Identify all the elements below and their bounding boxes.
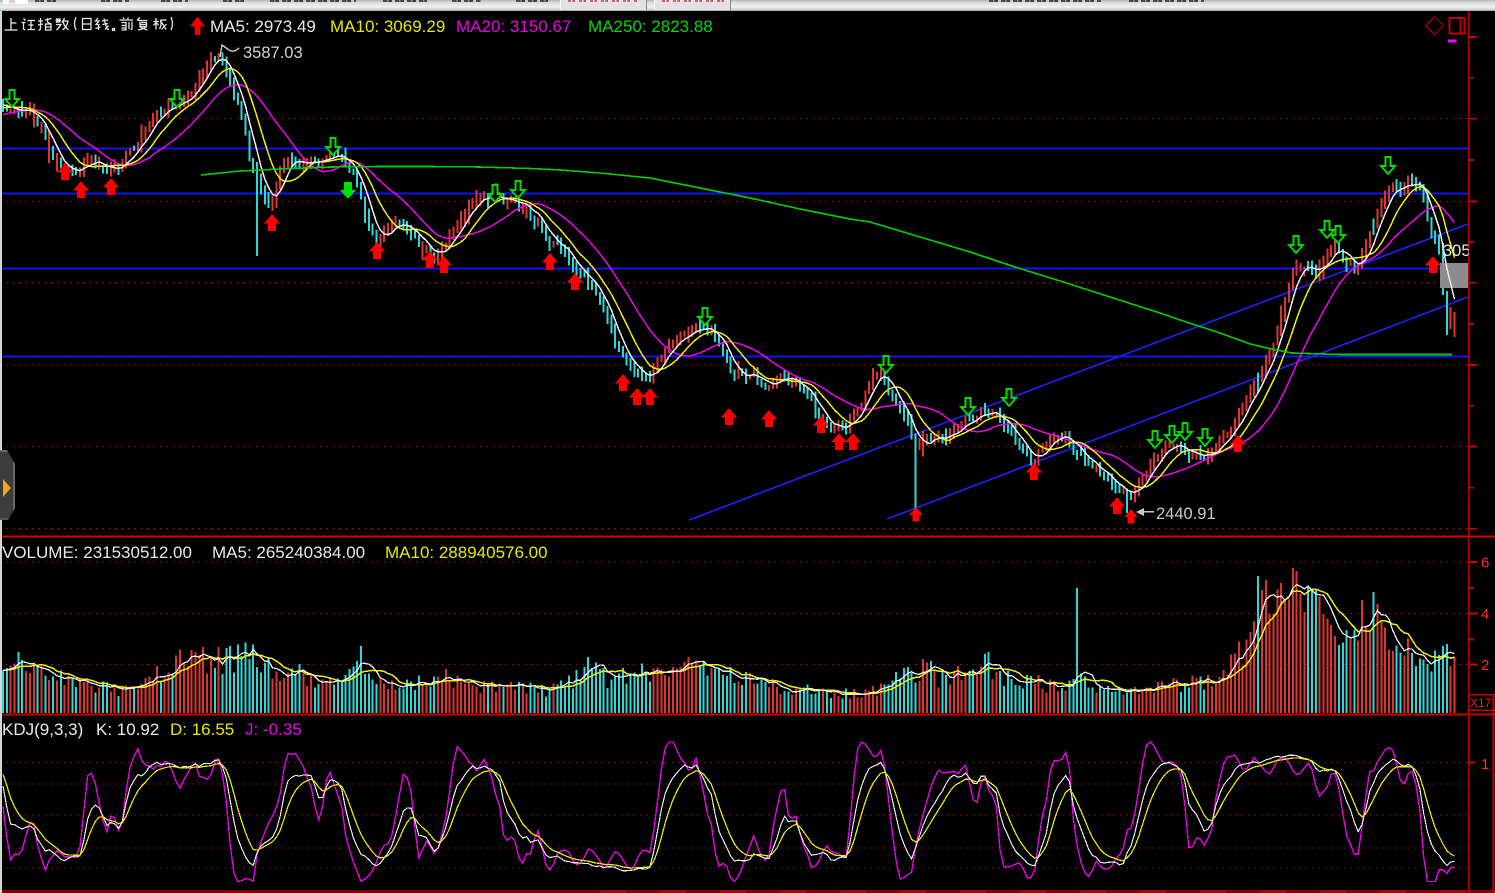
svg-text:MA250: 2823.88: MA250: 2823.88 <box>588 17 713 36</box>
svg-text:KDJ(9,3,3): KDJ(9,3,3) <box>2 720 83 739</box>
svg-text:VOLUME: 231530512.00: VOLUME: 231530512.00 <box>2 543 192 562</box>
svg-text:3587.03: 3587.03 <box>243 44 303 62</box>
svg-text:J: -0.35: J: -0.35 <box>245 720 302 739</box>
svg-text:D: 16.55: D: 16.55 <box>170 720 234 739</box>
svg-text:MA5: 265240384.00: MA5: 265240384.00 <box>212 543 365 562</box>
svg-text:MA10: 288940576.00: MA10: 288940576.00 <box>385 543 548 562</box>
svg-text:1: 1 <box>1481 756 1489 773</box>
svg-text:K: 10.92: K: 10.92 <box>96 720 159 739</box>
svg-text:X17: X17 <box>1470 696 1492 710</box>
svg-text:3059: 3059 <box>1443 242 1480 260</box>
svg-text:4: 4 <box>1481 606 1489 623</box>
svg-text:2440.91: 2440.91 <box>1156 505 1216 523</box>
svg-text:6: 6 <box>1481 555 1489 572</box>
svg-text:MA10: 3069.29: MA10: 3069.29 <box>330 17 445 36</box>
svg-text:MA20: 3150.67: MA20: 3150.67 <box>456 17 571 36</box>
svg-text:2: 2 <box>1481 657 1489 674</box>
svg-text:MA5: 2973.49: MA5: 2973.49 <box>210 17 316 36</box>
